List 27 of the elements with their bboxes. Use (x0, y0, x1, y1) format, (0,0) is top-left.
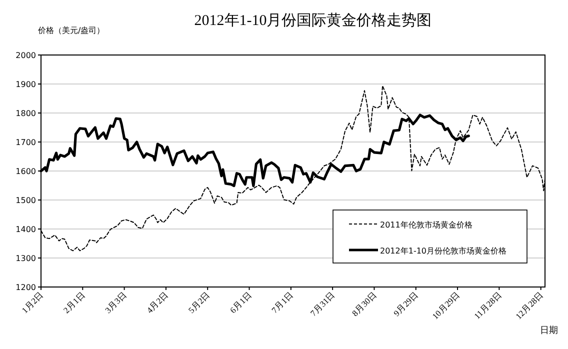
x-tick-label: 11月28日 (472, 289, 504, 321)
x-axis-title: 日期 (540, 325, 558, 336)
y-tick-label: 1400 (16, 225, 36, 234)
x-tick-label: 12月28日 (513, 289, 546, 322)
legend-label: 2012年1-10月份伦敦市场黄金价格 (380, 246, 507, 256)
y-tick-label: 1800 (16, 109, 36, 118)
x-tick-label: 8月30日 (350, 289, 379, 318)
y-tick-label: 1200 (16, 283, 36, 292)
y-tick-label: 1300 (16, 254, 36, 263)
y-tick-label: 2000 (16, 51, 36, 60)
x-tick-label: 7月1日 (270, 289, 296, 316)
x-tick-label: 7月31日 (308, 289, 337, 318)
x-tick-label: 10月29日 (430, 289, 462, 322)
y-tick-label: 1600 (16, 167, 36, 176)
chart-title: 2012年1-10月份国际黄金价格走势图 (194, 12, 432, 29)
y-axis-title: 价格（美元/盎司） (37, 26, 105, 35)
x-tick-label: 1月2日 (20, 289, 46, 316)
legend-label: 2011年伦敦市场黄金价格 (380, 220, 472, 230)
x-tick-label: 2月1日 (61, 289, 88, 316)
x-tick-label: 4月2日 (144, 289, 170, 316)
x-tick-label: 6月1日 (228, 289, 254, 316)
x-tick-label: 3月3日 (102, 289, 129, 316)
y-tick-label: 1900 (16, 80, 36, 89)
y-tick-label: 1700 (16, 138, 36, 147)
x-tick-label: 5月2日 (186, 289, 212, 316)
y-tick-label: 1500 (16, 196, 36, 205)
x-tick-label: 9月29日 (391, 289, 420, 318)
